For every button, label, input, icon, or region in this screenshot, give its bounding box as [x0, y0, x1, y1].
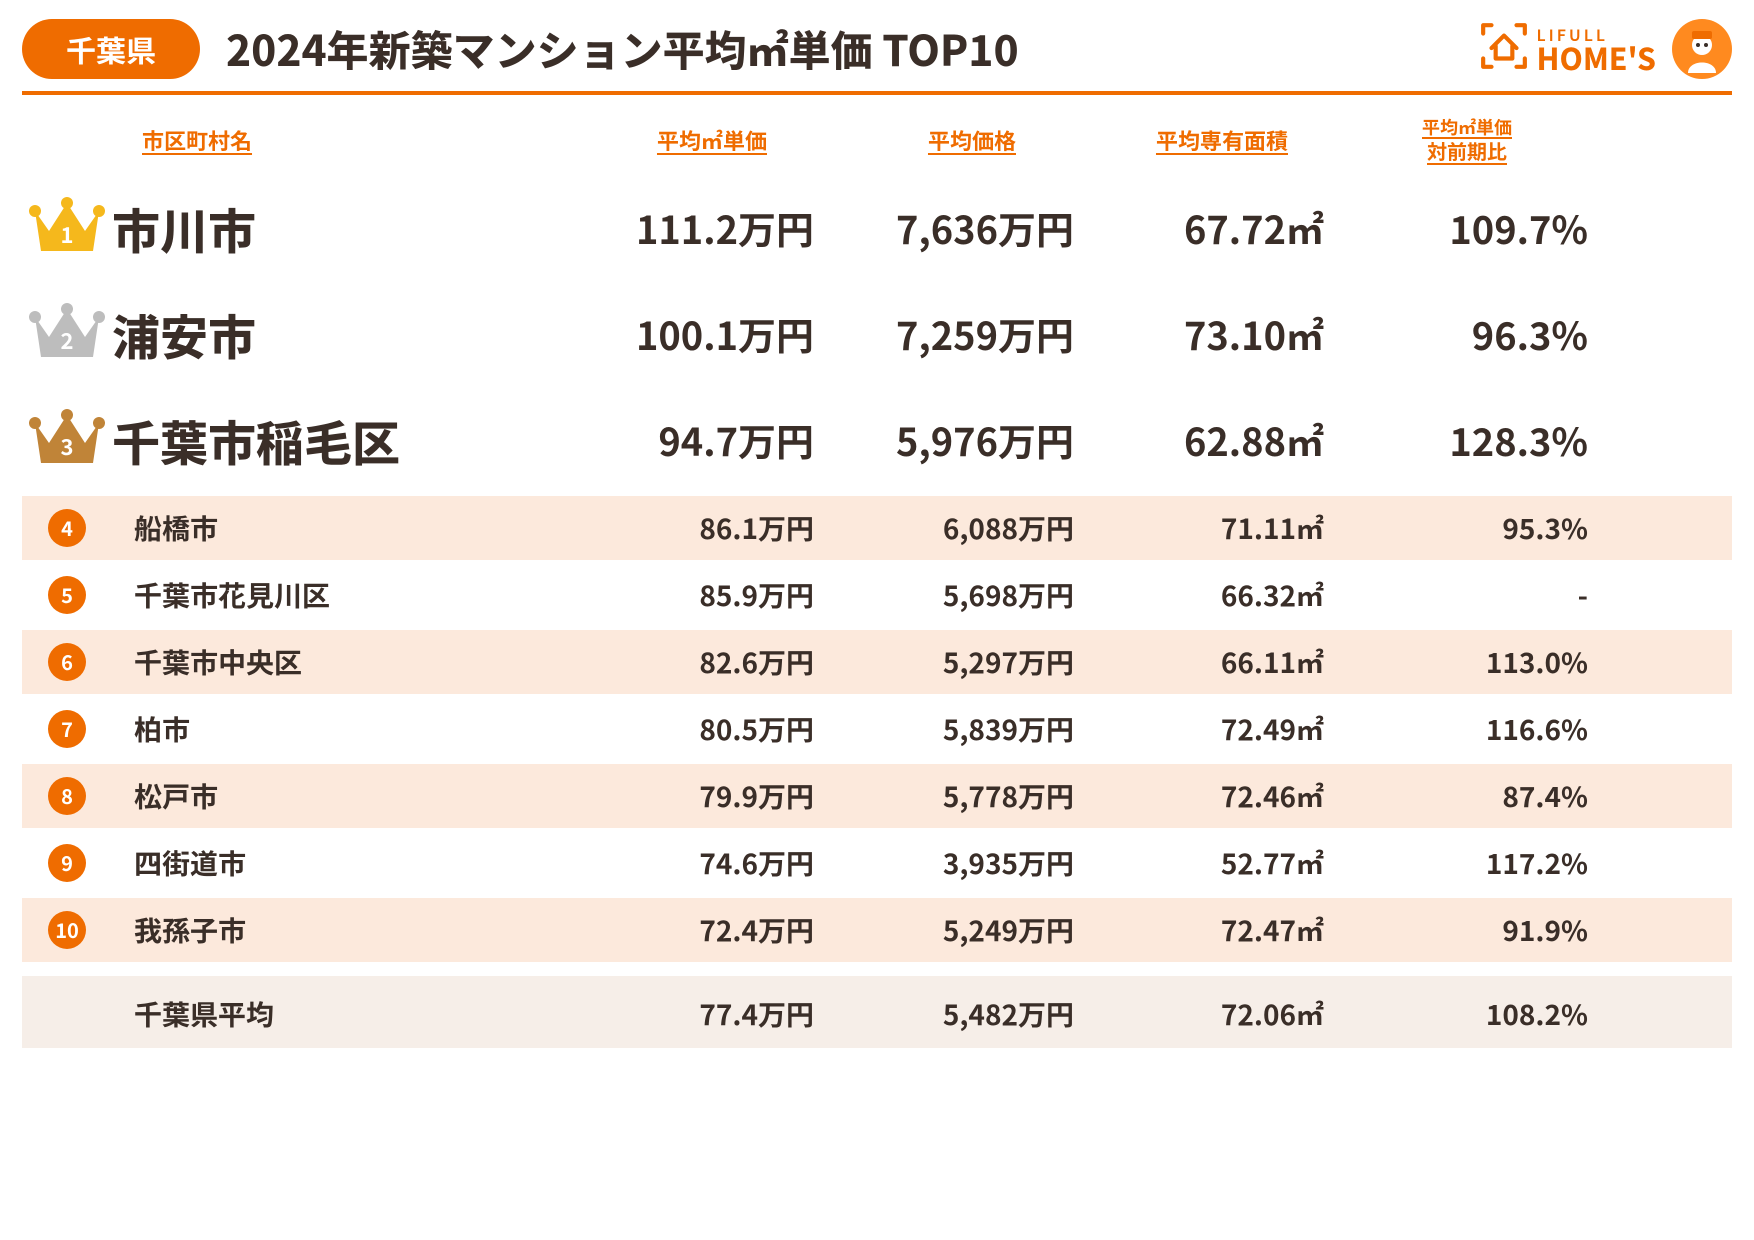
brand-area: LIFULL HOME'S	[1479, 19, 1733, 79]
city-name: 柏市	[112, 709, 582, 749]
house-icon	[1479, 21, 1529, 76]
cell-area: 66.32㎡	[1102, 575, 1342, 615]
cell-area: 71.11㎡	[1102, 508, 1342, 548]
cell-pct: -	[1342, 575, 1592, 615]
cell-price: 5,249万円	[842, 910, 1102, 950]
rank-badge: 10	[22, 911, 112, 949]
city-name: 千葉市花見川区	[112, 575, 582, 615]
col-vs-prev: 平均㎡単価 対前期比	[1342, 117, 1592, 163]
cell-ppm2: 82.6万円	[582, 642, 842, 682]
cell-ppm2: 111.2万円	[582, 200, 842, 255]
rank-crown-icon: 1	[22, 193, 112, 263]
cell-area: 62.88㎡	[1102, 412, 1342, 467]
avg-pct: 108.2%	[1342, 994, 1592, 1034]
col-ppm2: 平均㎡単価	[582, 124, 842, 156]
rank-badge: 5	[22, 576, 112, 614]
rank-badge: 8	[22, 777, 112, 815]
rank-badge: 7	[22, 710, 112, 748]
cell-pct: 87.4%	[1342, 776, 1592, 816]
col-price: 平均価格	[842, 124, 1102, 156]
cell-area: 72.49㎡	[1102, 709, 1342, 749]
cell-area: 52.77㎡	[1102, 843, 1342, 883]
table-header: 市区町村名 平均㎡単価 平均価格 平均専有面積 平均㎡単価 対前期比	[22, 111, 1732, 175]
cell-ppm2: 79.9万円	[582, 776, 842, 816]
cell-price: 7,636万円	[842, 200, 1102, 255]
city-name: 千葉市中央区	[112, 642, 582, 682]
table-row: 8 松戸市 79.9万円 5,778万円 72.46㎡ 87.4%	[22, 761, 1732, 828]
cell-ppm2: 85.9万円	[582, 575, 842, 615]
table-row: 1 市川市 111.2万円 7,636万円 67.72㎡ 109.7%	[22, 175, 1732, 281]
header-rule	[22, 91, 1732, 95]
cell-price: 5,976万円	[842, 412, 1102, 467]
table-row: 3 千葉市稲毛区 94.7万円 5,976万円 62.88㎡ 128.3%	[22, 387, 1732, 493]
prefecture-badge: 千葉県	[22, 19, 200, 79]
page-title: 2024年新築マンション平均㎡単価 TOP10	[226, 18, 1479, 79]
rank-crown-icon: 2	[22, 299, 112, 369]
city-name: 船橋市	[112, 508, 582, 548]
cell-price: 6,088万円	[842, 508, 1102, 548]
cell-price: 5,839万円	[842, 709, 1102, 749]
cell-price: 5,778万円	[842, 776, 1102, 816]
cell-pct: 95.3%	[1342, 508, 1592, 548]
cell-area: 72.47㎡	[1102, 910, 1342, 950]
cell-area: 66.11㎡	[1102, 642, 1342, 682]
table-row: 5 千葉市花見川区 85.9万円 5,698万円 66.32㎡ -	[22, 560, 1732, 627]
rank-crown-icon: 3	[22, 405, 112, 475]
city-name: 浦安市	[112, 299, 582, 369]
cell-pct: 113.0%	[1342, 642, 1592, 682]
cell-area: 73.10㎡	[1102, 306, 1342, 361]
avg-name: 千葉県平均	[112, 994, 582, 1034]
table-row: 6 千葉市中央区 82.6万円 5,297万円 66.11㎡ 113.0%	[22, 627, 1732, 694]
ranking-table: 市区町村名 平均㎡単価 平均価格 平均専有面積 平均㎡単価 対前期比 1 市川市…	[22, 111, 1732, 1048]
cell-pct: 91.9%	[1342, 910, 1592, 950]
brand-homes: HOME'S	[1537, 42, 1657, 72]
svg-text:1: 1	[61, 218, 74, 250]
mascot-avatar	[1672, 19, 1732, 79]
table-row: 7 柏市 80.5万円 5,839万円 72.49㎡ 116.6%	[22, 694, 1732, 761]
city-name: 松戸市	[112, 776, 582, 816]
cell-pct: 128.3%	[1342, 412, 1592, 467]
table-row: 9 四街道市 74.6万円 3,935万円 52.77㎡ 117.2%	[22, 828, 1732, 895]
col-area: 平均専有面積	[1102, 124, 1342, 156]
city-name: 千葉市稲毛区	[112, 405, 582, 475]
homes-logo: LIFULL HOME'S	[1479, 21, 1657, 76]
page-header: 千葉県 2024年新築マンション平均㎡単価 TOP10 LIFULL HOME'…	[22, 18, 1732, 79]
cell-pct: 96.3%	[1342, 306, 1592, 361]
cell-ppm2: 100.1万円	[582, 306, 842, 361]
cell-price: 5,698万円	[842, 575, 1102, 615]
cell-ppm2: 74.6万円	[582, 843, 842, 883]
rank-badge: 4	[22, 509, 112, 547]
avg-area: 72.06㎡	[1102, 994, 1342, 1034]
cell-area: 72.46㎡	[1102, 776, 1342, 816]
cell-pct: 117.2%	[1342, 843, 1592, 883]
cell-ppm2: 80.5万円	[582, 709, 842, 749]
cell-ppm2: 94.7万円	[582, 412, 842, 467]
average-row: 千葉県平均 77.4万円 5,482万円 72.06㎡ 108.2%	[22, 962, 1732, 1048]
svg-text:3: 3	[61, 430, 74, 462]
table-row: 2 浦安市 100.1万円 7,259万円 73.10㎡ 96.3%	[22, 281, 1732, 387]
svg-text:2: 2	[61, 324, 74, 356]
cell-price: 3,935万円	[842, 843, 1102, 883]
cell-ppm2: 86.1万円	[582, 508, 842, 548]
city-name: 市川市	[112, 193, 582, 263]
cell-pct: 109.7%	[1342, 200, 1592, 255]
rank-badge: 6	[22, 643, 112, 681]
city-name: 四街道市	[112, 843, 582, 883]
rank-badge: 9	[22, 844, 112, 882]
cell-price: 7,259万円	[842, 306, 1102, 361]
col-name: 市区町村名	[112, 124, 582, 156]
city-name: 我孫子市	[112, 910, 582, 950]
cell-ppm2: 72.4万円	[582, 910, 842, 950]
cell-pct: 116.6%	[1342, 709, 1592, 749]
avg-price: 5,482万円	[842, 994, 1102, 1034]
cell-area: 67.72㎡	[1102, 200, 1342, 255]
avg-ppm2: 77.4万円	[582, 994, 842, 1034]
cell-price: 5,297万円	[842, 642, 1102, 682]
table-row: 4 船橋市 86.1万円 6,088万円 71.11㎡ 95.3%	[22, 493, 1732, 560]
table-row: 10 我孫子市 72.4万円 5,249万円 72.47㎡ 91.9%	[22, 895, 1732, 962]
